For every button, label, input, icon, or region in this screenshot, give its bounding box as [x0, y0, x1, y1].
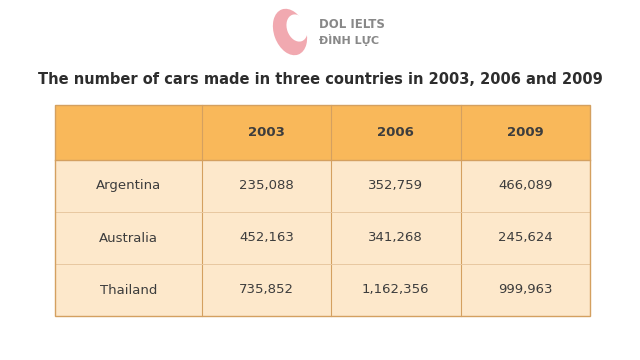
Text: DOL IELTS: DOL IELTS: [319, 18, 385, 31]
Text: 1,162,356: 1,162,356: [362, 284, 429, 297]
Text: 999,963: 999,963: [498, 284, 552, 297]
Text: Thailand: Thailand: [100, 284, 157, 297]
Bar: [55, 212, 590, 264]
Text: 235,088: 235,088: [239, 180, 294, 193]
Text: 352,759: 352,759: [368, 180, 423, 193]
Text: 2006: 2006: [378, 126, 414, 139]
Bar: [55, 264, 590, 316]
Bar: [55, 160, 590, 212]
Text: 2009: 2009: [507, 126, 543, 139]
Bar: [55, 105, 590, 316]
Text: 452,163: 452,163: [239, 231, 294, 244]
Text: 245,624: 245,624: [498, 231, 553, 244]
Text: Australia: Australia: [99, 231, 158, 244]
Text: 466,089: 466,089: [498, 180, 552, 193]
Text: The number of cars made in three countries in 2003, 2006 and 2009: The number of cars made in three countri…: [38, 72, 602, 87]
Text: Argentina: Argentina: [96, 180, 161, 193]
Text: 341,268: 341,268: [369, 231, 423, 244]
Ellipse shape: [287, 14, 308, 42]
Text: 735,852: 735,852: [239, 284, 294, 297]
Text: 2003: 2003: [248, 126, 285, 139]
Bar: [55, 105, 590, 160]
Text: ĐÌNH LỰC: ĐÌNH LỰC: [319, 34, 379, 46]
Ellipse shape: [273, 9, 307, 55]
